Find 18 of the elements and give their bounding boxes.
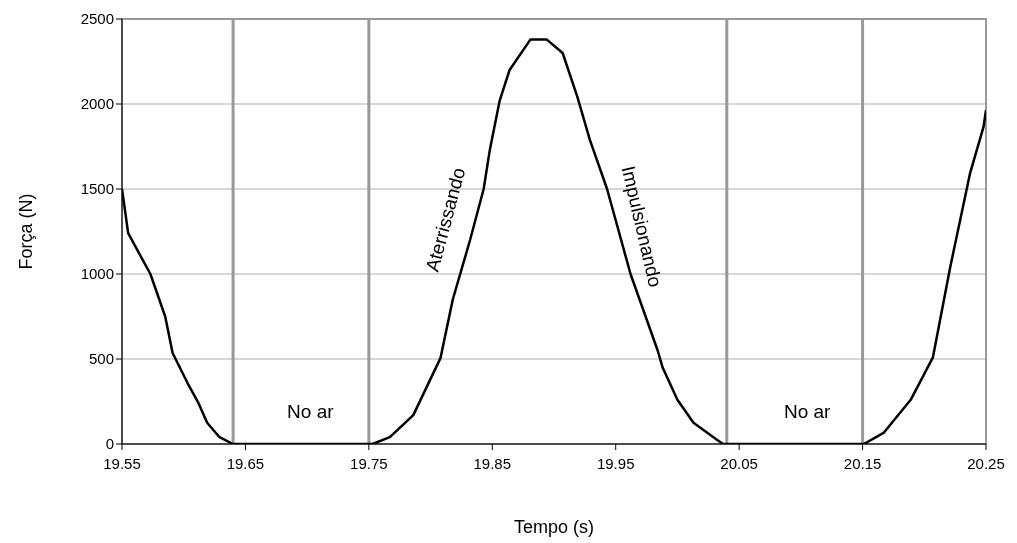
y-tick-label: 1500 — [80, 180, 114, 198]
annotation: No ar — [783, 400, 832, 422]
x-tick-label: 19.65 — [226, 454, 265, 472]
y-tick-label: 2000 — [80, 95, 114, 113]
x-tick-label: 19.95 — [596, 454, 635, 472]
y-tick-label: 500 — [88, 350, 114, 368]
x-tick-label: 20.25 — [967, 454, 1005, 472]
x-tick-label: 19.85 — [473, 454, 512, 472]
x-tick-label: 20.15 — [843, 454, 882, 472]
y-tick-label: 1000 — [80, 265, 114, 283]
x-axis-title: Tempo (s) — [513, 517, 595, 537]
x-tick-label: 19.75 — [350, 454, 388, 472]
y-tick-label: 0 — [105, 435, 114, 453]
x-tick-label: 19.55 — [103, 454, 141, 472]
y-axis-title: Força (N) — [16, 193, 37, 270]
y-tick-label: 2500 — [80, 10, 114, 28]
x-tick-label: 20.05 — [720, 454, 758, 472]
annotation: No ar — [287, 400, 335, 422]
